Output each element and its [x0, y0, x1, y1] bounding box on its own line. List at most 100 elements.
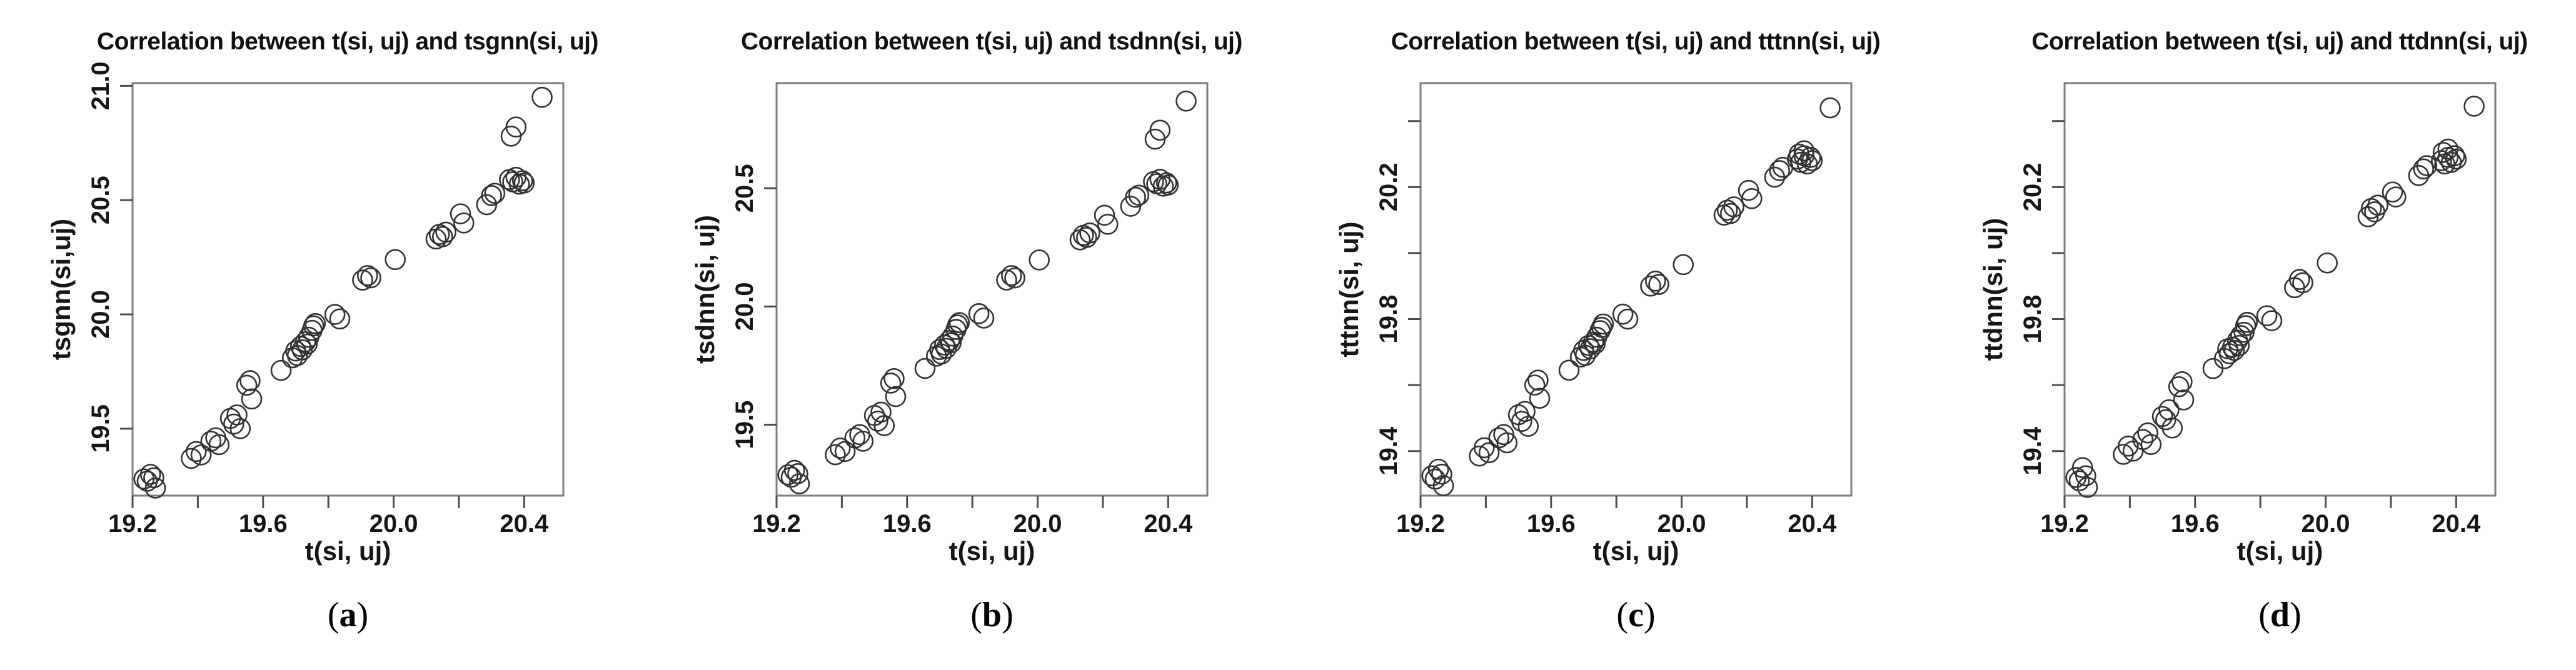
- x-tick-label: 20.0: [1658, 510, 1706, 538]
- data-point: [484, 182, 506, 204]
- data-point: [2140, 434, 2162, 455]
- x-tick-label: 20.0: [2302, 510, 2350, 538]
- y-tick-label: 19.8: [1375, 295, 1402, 344]
- data-point: [144, 478, 166, 499]
- plot-frame: [2063, 82, 2497, 497]
- scatter-plot: 19.2 19.6 20.0 20.4 19.5 20.0 20.5: [731, 82, 1209, 538]
- x-axis-label: t(si, uj): [948, 536, 1035, 566]
- data-point: [2235, 315, 2257, 336]
- data-point: [360, 267, 381, 289]
- data-point: [181, 448, 202, 469]
- data-point: [2171, 371, 2193, 392]
- data-point: [1793, 140, 1815, 162]
- y-tick-label: 20.2: [1375, 162, 1402, 211]
- y-tick-label: 20.5: [87, 176, 114, 224]
- y-tick-label: 20.0: [87, 290, 114, 339]
- x-tick-label: 19.6: [2171, 510, 2220, 538]
- data-point: [329, 308, 351, 330]
- data-point: [2075, 465, 2096, 487]
- data-point: [481, 185, 502, 206]
- data-point: [1741, 188, 1763, 209]
- x-tick-label: 19.6: [239, 510, 288, 538]
- plot-frame: [1419, 82, 1853, 497]
- panel-b: Correlation between t(si, uj) and tsdnn(…: [644, 0, 1288, 670]
- y-tick-label: 20.5: [731, 164, 758, 212]
- data-point: [139, 464, 161, 485]
- data-point: [1076, 227, 1097, 248]
- data-point: [511, 170, 533, 191]
- data-point: [1524, 374, 1546, 396]
- data-point: [2292, 272, 2313, 294]
- data-point: [1175, 90, 1197, 112]
- chart-title: Correlation between t(si, uj) and tsgnn(…: [96, 28, 599, 55]
- data-point: [2432, 142, 2454, 163]
- data-point: [2443, 145, 2465, 166]
- data-point: [880, 372, 902, 394]
- panel-caption: (b): [777, 595, 1207, 635]
- data-point: [1128, 184, 1150, 206]
- data-point: [1097, 213, 1119, 235]
- data-point: [1004, 267, 1025, 289]
- data-point: [1427, 458, 1449, 480]
- x-axis-label: t(si, uj): [304, 536, 391, 566]
- data-point: [2437, 138, 2459, 160]
- data-point: [1514, 401, 1536, 422]
- data-point: [1094, 204, 1115, 226]
- data-point: [296, 333, 318, 355]
- caption-letter: c: [1628, 596, 1644, 634]
- data-point: [2228, 334, 2250, 356]
- x-tick-label: 19.2: [2040, 510, 2089, 538]
- data-point: [1157, 174, 1179, 196]
- data-point: [1517, 416, 1539, 437]
- x-tick-label: 20.4: [1788, 510, 1837, 538]
- data-point: [453, 212, 475, 234]
- y-tick-label: 19.5: [731, 401, 758, 449]
- caption-paren-open: (: [2258, 596, 2270, 634]
- data-point: [1640, 275, 1661, 297]
- data-point: [996, 269, 1017, 291]
- data-point: [513, 172, 535, 194]
- scatter-plot: 19.2 19.6 20.0 20.4 19.4 19.8 20.2: [2019, 82, 2497, 538]
- caption-paren-close: ): [356, 596, 369, 634]
- data-point: [2173, 389, 2195, 411]
- data-point: [531, 86, 553, 108]
- data-point: [1001, 265, 1022, 286]
- data-point: [450, 203, 471, 224]
- data-point: [825, 444, 846, 466]
- data-point: [1496, 432, 1518, 454]
- x-tick-label: 19.2: [108, 510, 157, 538]
- panel-d: Correlation between t(si, uj) and ttdnn(…: [1932, 0, 2576, 670]
- data-point: [1431, 463, 1452, 485]
- data-point: [973, 308, 995, 329]
- caption-paren-close: ): [1643, 596, 1656, 634]
- data-point: [1592, 313, 1614, 335]
- caption-letter: a: [339, 596, 357, 634]
- data-point: [788, 473, 810, 494]
- data-point: [2161, 417, 2183, 439]
- caption-paren-close: ): [1002, 596, 1014, 634]
- data-point: [2068, 470, 2090, 492]
- panel-caption: (c): [1421, 595, 1851, 635]
- data-point: [2416, 155, 2438, 176]
- data-point: [1511, 411, 1532, 432]
- data-point: [385, 249, 406, 271]
- data-point: [2289, 269, 2310, 290]
- data-point: [1799, 147, 1821, 168]
- x-tick-label: 19.6: [1527, 510, 1576, 538]
- data-point: [852, 431, 874, 452]
- data-point: [208, 434, 230, 456]
- data-point: [1788, 143, 1810, 165]
- data-point: [914, 358, 936, 379]
- panel-caption: (d): [2065, 595, 2495, 635]
- data-point: [357, 265, 378, 286]
- y-tick-label: 20.0: [731, 282, 758, 331]
- data-point: [885, 386, 907, 408]
- data-point: [1769, 160, 1790, 181]
- data-point: [303, 315, 325, 337]
- panel-a: Correlation between t(si, uj) and tsgnn(…: [0, 0, 644, 670]
- data-point: [304, 312, 326, 334]
- data-point: [236, 374, 258, 396]
- data-point: [2413, 158, 2434, 180]
- x-tick-label: 19.6: [883, 510, 932, 538]
